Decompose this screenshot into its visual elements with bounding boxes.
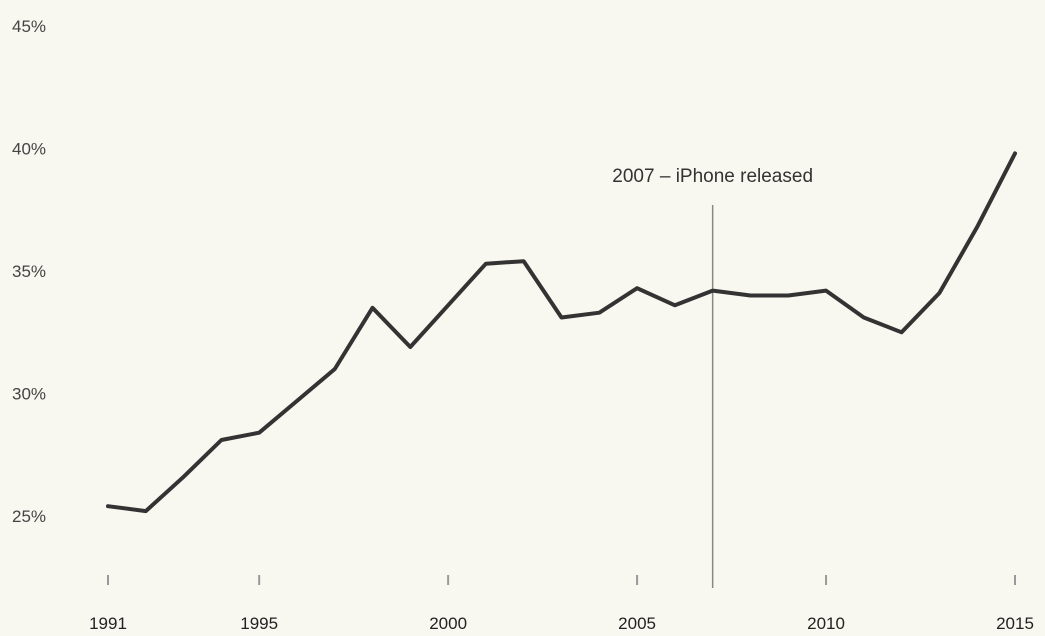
x-tick-label: 1991 [89,614,127,633]
y-tick-label: 40% [12,140,46,159]
x-tick-label: 2010 [807,614,845,633]
y-axis-ticks: 25% 30% 35% 40% 45% [12,17,46,526]
series-line [106,151,1017,514]
y-tick-label: 35% [12,262,46,281]
annotation-label: 2007 – iPhone released [612,166,813,187]
y-tick-label: 30% [12,385,46,404]
x-tick-label: 2015 [996,614,1034,633]
series-lines [106,151,1017,514]
x-axis-ticks: 1991 1995 2000 2005 2010 2015 [89,575,1034,633]
x-tick-label: 2005 [618,614,656,633]
x-tick-label: 2000 [429,614,467,633]
annotations: 2007 – iPhone released [612,166,813,588]
x-tick-label: 1995 [240,614,278,633]
y-tick-label: 25% [12,507,46,526]
y-tick-label: 45% [12,17,46,36]
